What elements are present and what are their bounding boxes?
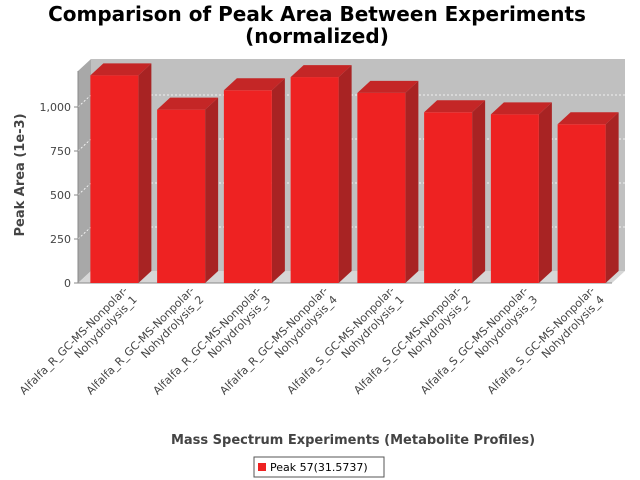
bar-side: [472, 100, 486, 283]
x-tick-label: Alfalfa_R_GC-MS-Nonpolar-Nohydrolysis_1: [17, 284, 140, 407]
bars: [90, 63, 619, 283]
chart-subtitle: (normalized): [245, 24, 389, 48]
y-tick-label: 0: [64, 277, 71, 290]
bar-top: [290, 65, 352, 78]
bar-side: [405, 80, 419, 283]
bar-side: [338, 65, 352, 283]
bar-top: [490, 102, 552, 115]
chart-title: Comparison of Peak Area Between Experime…: [48, 2, 586, 26]
x-axis-labels: Alfalfa_R_GC-MS-Nonpolar-Nohydrolysis_1A…: [17, 284, 607, 407]
gridline: [77, 94, 92, 108]
bar-side: [138, 63, 152, 283]
bar: [157, 97, 219, 283]
gridline: [77, 226, 92, 240]
y-axis-title: Peak Area (1e-3): [13, 113, 28, 236]
y-tick-label: 500: [50, 189, 71, 202]
bar-side: [205, 97, 219, 283]
bar: [490, 102, 552, 283]
bar-front: [557, 124, 606, 283]
bar-front: [290, 77, 339, 283]
y-tick-label: 750: [50, 145, 71, 158]
gridline: [77, 182, 92, 196]
bar: [90, 63, 152, 283]
bar: [424, 100, 486, 283]
legend-swatch: [258, 463, 266, 471]
gridline: [77, 138, 92, 152]
x-axis-title: Mass Spectrum Experiments (Metabolite Pr…: [171, 433, 535, 448]
bar-top: [223, 78, 285, 91]
bar-side: [271, 78, 285, 283]
bar-top: [424, 100, 486, 113]
bar-top: [157, 97, 219, 110]
bar-top: [557, 112, 619, 125]
y-tick-label: 250: [50, 233, 71, 246]
bar-side: [538, 102, 552, 283]
bar: [357, 80, 419, 283]
bar: [557, 112, 619, 283]
y-tick-label: 1,000: [40, 101, 72, 114]
bar-front: [357, 92, 406, 283]
legend: Peak 57(31.5737): [253, 456, 385, 478]
bar-front: [157, 109, 206, 283]
bar-front: [90, 75, 139, 283]
bar-top: [357, 80, 419, 93]
bar-front: [223, 90, 272, 283]
plot-left-wall: [78, 59, 91, 283]
bar-front: [490, 114, 539, 283]
bar-side: [605, 112, 619, 283]
bar-front: [424, 112, 473, 283]
bar: [290, 65, 352, 283]
legend-label: Peak 57(31.5737): [270, 461, 368, 474]
legend-box: [253, 456, 385, 478]
bar: [223, 78, 285, 283]
bar-top: [90, 63, 152, 76]
